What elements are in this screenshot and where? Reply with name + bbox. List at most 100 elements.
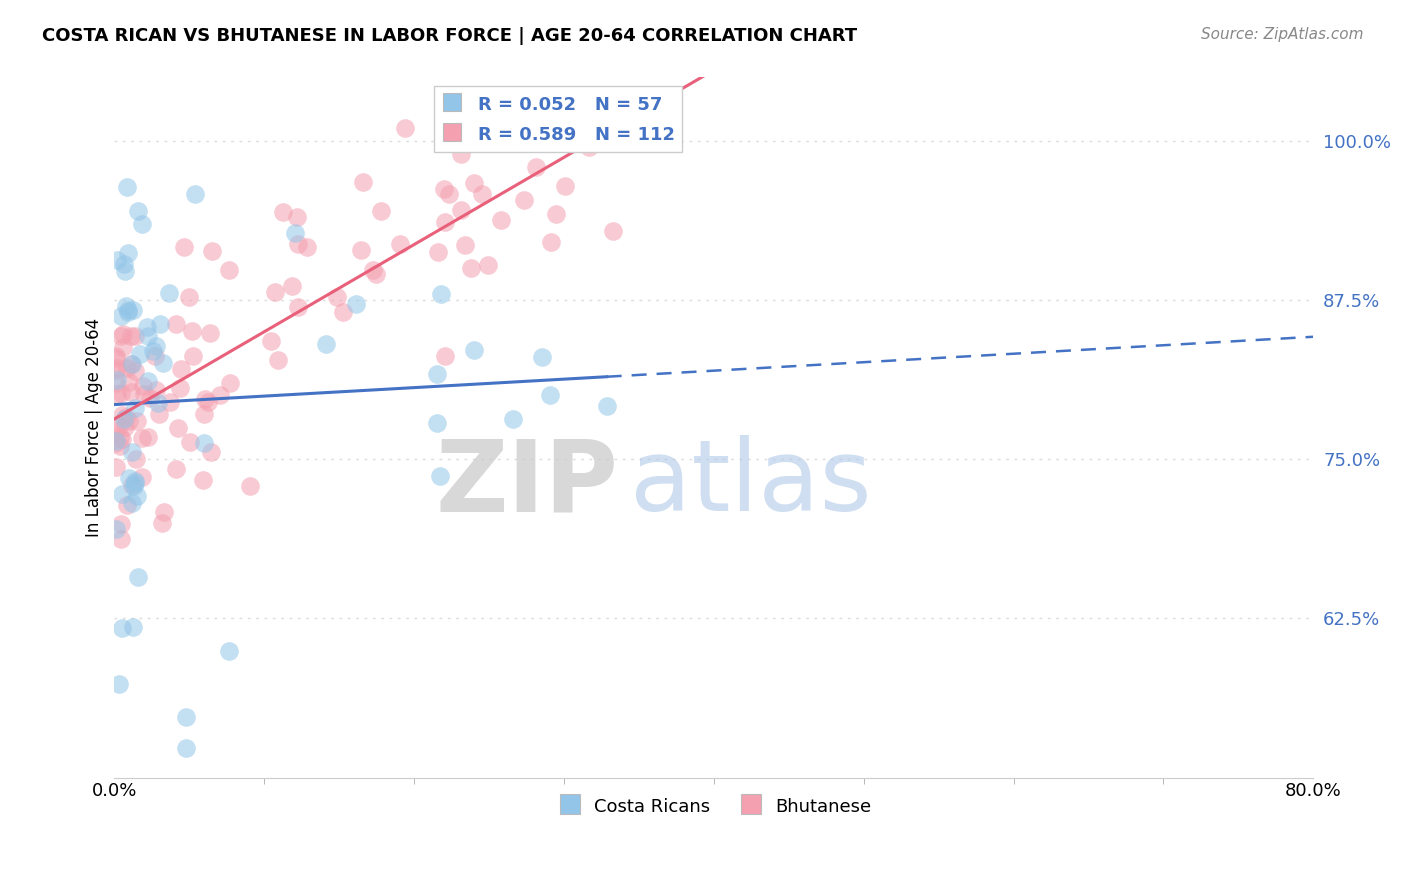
Point (107, 677, 129, 691)
Point (463, 343, 485, 357)
Point (105, 387, 128, 401)
Point (118, 375, 141, 389)
Point (108, 419, 131, 434)
Point (209, 387, 232, 401)
Point (554, 178, 576, 193)
Point (117, 180, 139, 194)
Point (361, 263, 384, 277)
Point (332, 305, 354, 319)
Point (138, 392, 160, 406)
Point (266, 352, 288, 367)
Point (153, 505, 176, 519)
Point (104, 460, 127, 475)
Point (136, 430, 159, 444)
Point (433, 182, 456, 196)
Point (111, 487, 134, 501)
Point (260, 334, 283, 348)
Point (489, 212, 512, 227)
Point (104, 363, 127, 377)
Point (602, 224, 624, 238)
Y-axis label: In Labor Force | Age 20-64: In Labor Force | Age 20-64 (86, 318, 103, 537)
Point (131, 431, 153, 445)
Point (591, 109, 613, 123)
Point (120, 329, 142, 343)
Point (117, 305, 139, 319)
Point (463, 176, 485, 190)
Point (132, 378, 155, 392)
Point (145, 349, 167, 363)
Point (110, 439, 132, 453)
Point (104, 349, 127, 363)
Point (614, 109, 637, 123)
Point (112, 257, 135, 271)
Point (142, 343, 165, 358)
Point (111, 432, 134, 446)
Point (287, 237, 309, 252)
Point (524, 161, 547, 175)
Point (124, 364, 146, 378)
Point (595, 399, 617, 413)
Point (115, 499, 138, 513)
Point (111, 408, 134, 422)
Point (165, 317, 187, 331)
Point (540, 235, 562, 249)
Point (281, 278, 304, 293)
Point (104, 351, 127, 366)
Point (121, 478, 143, 492)
Point (433, 215, 456, 229)
Point (505, 119, 527, 133)
Point (105, 373, 128, 387)
Point (325, 290, 347, 304)
Point (124, 329, 146, 343)
Point (122, 479, 145, 493)
Point (167, 421, 190, 435)
Point (145, 383, 167, 397)
Point (437, 187, 460, 202)
Point (450, 147, 472, 161)
Point (264, 285, 287, 299)
Point (110, 532, 132, 546)
Point (131, 217, 153, 231)
Point (426, 416, 449, 430)
Point (110, 517, 132, 532)
Point (148, 396, 170, 410)
Point (450, 203, 472, 218)
Point (315, 337, 337, 351)
Point (538, 387, 561, 401)
Point (112, 326, 135, 341)
Point (546, 207, 568, 221)
Point (157, 286, 180, 301)
Point (273, 204, 295, 219)
Point (125, 490, 148, 504)
Text: COSTA RICAN VS BHUTANESE IN LABOR FORCE | AGE 20-64 CORRELATION CHART: COSTA RICAN VS BHUTANESE IN LABOR FORCE … (42, 27, 858, 45)
Point (346, 297, 368, 311)
Point (145, 339, 167, 353)
Point (118, 414, 141, 428)
Point (430, 287, 453, 301)
Point (429, 468, 451, 483)
Point (121, 445, 143, 459)
Point (193, 407, 215, 421)
Point (110, 310, 132, 324)
Point (122, 303, 145, 318)
Point (179, 434, 201, 449)
Point (623, 109, 645, 123)
Point (148, 407, 170, 421)
Point (135, 319, 157, 334)
Point (115, 361, 138, 376)
Point (114, 299, 136, 313)
Point (125, 452, 148, 467)
Point (578, 140, 600, 154)
Point (114, 420, 136, 434)
Point (426, 244, 449, 259)
Point (218, 376, 240, 391)
Point (105, 361, 128, 376)
Point (110, 621, 132, 635)
Point (108, 430, 131, 444)
Point (201, 244, 224, 258)
Point (426, 368, 449, 382)
Point (138, 329, 160, 343)
Point (111, 340, 134, 354)
Point (394, 120, 416, 135)
Point (183, 186, 205, 201)
